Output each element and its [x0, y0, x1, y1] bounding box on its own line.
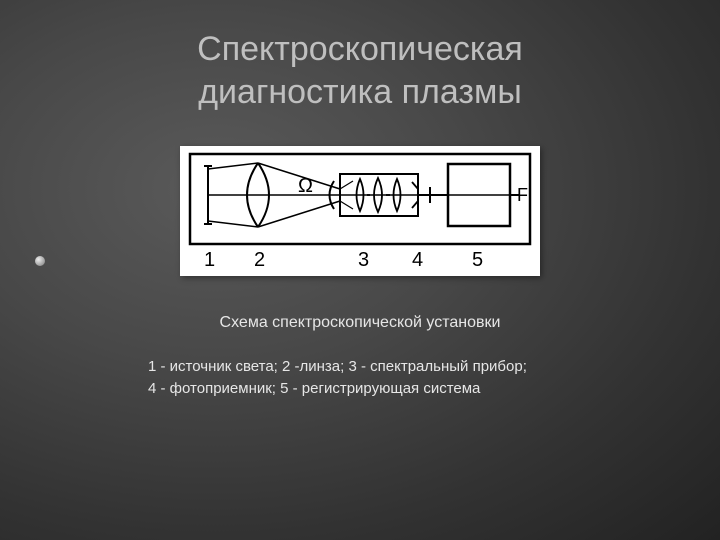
omega-label: Ω — [298, 175, 313, 197]
num-3: 3 — [358, 249, 369, 271]
diagram-svg: Ω — [180, 146, 540, 276]
num-4: 4 — [412, 249, 423, 271]
diagram-box: Ω — [180, 146, 540, 276]
num-5: 5 — [472, 249, 483, 271]
legend-line2: 4 - фотоприемник; 5 - регистрирующая сис… — [148, 380, 480, 397]
num-1: 1 — [204, 249, 215, 271]
legend-line1: 1 - источник света; 2 -линза; 3 - спектр… — [148, 358, 527, 375]
diagram-caption: Схема спектроскопической установки — [0, 314, 720, 332]
f-label: F — [517, 185, 528, 205]
title-line1: Спектроскопическая — [197, 30, 523, 68]
bullet-marker — [35, 256, 45, 266]
legend: 1 - источник света; 2 -линза; 3 - спектр… — [148, 356, 588, 400]
slide-title: Спектроскопическая диагностика плазмы — [0, 28, 720, 113]
num-2: 2 — [254, 249, 265, 271]
title-line2: диагностика плазмы — [198, 73, 522, 111]
outer-frame — [190, 154, 530, 244]
slide: Спектроскопическая диагностика плазмы — [0, 0, 720, 540]
